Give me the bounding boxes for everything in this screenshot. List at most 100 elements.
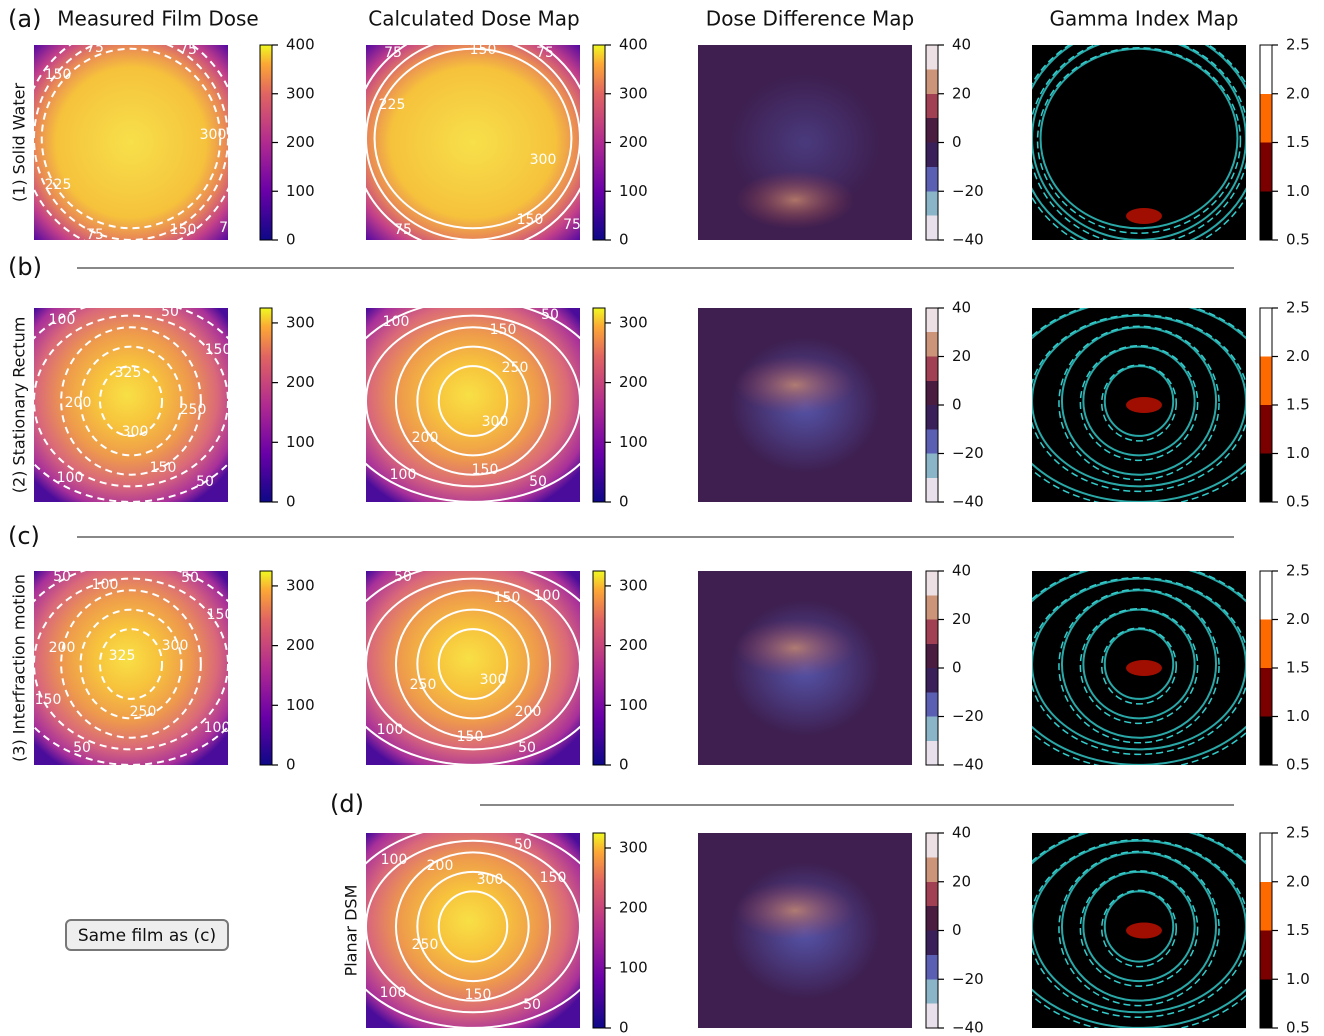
contour-label: 225 — [379, 97, 406, 113]
map — [698, 45, 912, 240]
colorbar-tick-label: 0 — [619, 493, 629, 511]
colorbar-tick-label: 100 — [619, 433, 648, 451]
colorbar-tick-label: 300 — [619, 576, 648, 594]
figure: Measured Film DoseCalculated Dose MapDos… — [0, 0, 1324, 1036]
colorbar-tick-label: 0 — [619, 756, 629, 774]
contour-label: 325 — [115, 365, 142, 381]
contour-label: 150 — [540, 870, 567, 886]
contour-label: 100 — [380, 985, 407, 1001]
contour-label: 100 — [381, 852, 408, 868]
colorbar — [593, 308, 605, 502]
contour-label: 250 — [180, 402, 207, 418]
column-title: Measured Film Dose — [57, 7, 258, 31]
contour-label: 75 — [394, 222, 412, 238]
contour-label: 100 — [377, 722, 404, 738]
colorbar-tick-label: 2.0 — [1286, 610, 1310, 628]
contour-label: 250 — [410, 677, 437, 693]
colorbar-tick-label: −40 — [952, 1019, 984, 1036]
contour-label: 100 — [49, 312, 76, 328]
contour-label: 75 — [179, 42, 197, 58]
contour-label: 75 — [563, 217, 581, 233]
contour-label: 150 — [517, 212, 544, 228]
colorbar-tick-label: 300 — [286, 84, 315, 102]
colorbar-tick-label: 200 — [286, 636, 315, 654]
colorbar-tick-label: 20 — [952, 347, 971, 365]
colorbar-tick-label: 100 — [619, 182, 648, 200]
colorbar-tick-label: 2.0 — [1286, 872, 1310, 890]
contour-label: 150 — [494, 590, 521, 606]
contour-label: 75 — [536, 45, 554, 61]
contour-label: 250 — [502, 360, 529, 376]
difference-blob — [735, 619, 855, 677]
colorbar-tick-label: 300 — [286, 576, 315, 594]
colorbar-tick-label: 1.0 — [1286, 707, 1310, 725]
contour-label: 150 — [457, 729, 484, 745]
map — [698, 308, 912, 502]
colorbar-tick-label: 200 — [619, 133, 648, 151]
colorbar-tick-label: 300 — [619, 839, 648, 857]
panel-letter: (d) — [330, 790, 364, 818]
colorbar-tick-label: 200 — [619, 636, 648, 654]
colorbar-tick-label: 2.5 — [1286, 562, 1310, 580]
contour-label: 75 — [86, 40, 104, 56]
colorbar-tick-label: 0.5 — [1286, 756, 1310, 774]
contour-label: 50 — [196, 474, 214, 490]
colorbar-tick-label: 0.5 — [1286, 493, 1310, 511]
colorbar-tick-label: 2.0 — [1286, 84, 1310, 102]
dose-map — [34, 571, 228, 765]
contour-label: 300 — [200, 127, 227, 143]
colorbar-tick-label: 300 — [619, 84, 648, 102]
gamma-fail — [1126, 923, 1162, 939]
colorbar-tick-label: 2.5 — [1286, 824, 1310, 842]
colorbar — [593, 833, 605, 1028]
colorbar-tick-label: 2.5 — [1286, 36, 1310, 54]
panel-letter: (c) — [8, 522, 40, 550]
colorbar-tick-label: 2.0 — [1286, 347, 1310, 365]
colorbar — [1260, 833, 1272, 1028]
colorbar-tick-label: 200 — [286, 133, 315, 151]
contour-label: 100 — [534, 588, 561, 604]
colorbar-tick-label: 100 — [619, 696, 648, 714]
colorbar-tick-label: 400 — [286, 36, 315, 54]
map — [999, 562, 1279, 770]
note: Same film as (c) — [78, 926, 216, 946]
colorbar — [1260, 571, 1272, 765]
colorbar — [593, 571, 605, 765]
colorbar-tick-label: −20 — [952, 444, 984, 462]
colorbar-tick-label: 40 — [952, 824, 971, 842]
colorbar-tick-label: 20 — [952, 84, 971, 102]
colorbar-tick-label: 0 — [286, 231, 296, 249]
contour-label: 150 — [470, 42, 497, 58]
row-label: Planar DSM — [342, 885, 361, 977]
colorbar-tick-label: 20 — [952, 872, 971, 890]
colorbar — [926, 308, 938, 502]
colorbar-tick-label: 0 — [286, 756, 296, 774]
contour-label: 200 — [412, 430, 439, 446]
column-title: Calculated Dose Map — [368, 7, 579, 31]
colorbar-tick-label: 100 — [286, 696, 315, 714]
colorbar-tick-label: 2.5 — [1286, 299, 1310, 317]
row-label: (2) Stationary Rectum — [10, 317, 29, 494]
colorbar-tick-label: 200 — [619, 899, 648, 917]
map — [1016, 24, 1262, 256]
difference-blob — [735, 171, 855, 230]
contour-label: 50 — [514, 837, 532, 853]
colorbar-tick-label: 40 — [952, 299, 971, 317]
map — [698, 571, 912, 765]
contour-label: 300 — [162, 638, 189, 654]
contour-label: 50 — [53, 569, 71, 585]
gamma-fail — [1126, 660, 1162, 676]
contour-label: 150 — [205, 342, 232, 358]
colorbar-tick-label: 1.5 — [1286, 659, 1310, 677]
colorbar — [926, 833, 938, 1028]
colorbar — [593, 45, 605, 240]
contour-label: 50 — [541, 307, 559, 323]
column-title: Gamma Index Map — [1050, 7, 1239, 31]
colorbar-tick-label: 1.5 — [1286, 921, 1310, 939]
colorbar — [260, 308, 272, 502]
colorbar-tick-label: 20 — [952, 610, 971, 628]
colorbar-tick-label: −40 — [952, 756, 984, 774]
colorbar-tick-label: −40 — [952, 493, 984, 511]
colorbar-tick-label: −40 — [952, 231, 984, 249]
row-label: (3) Interfraction motion — [10, 574, 29, 762]
